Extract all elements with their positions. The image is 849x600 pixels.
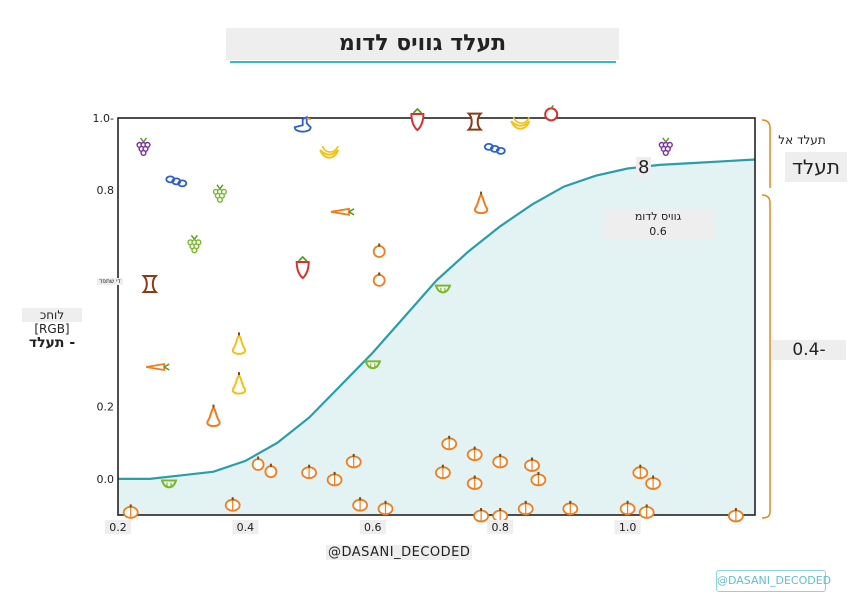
plot-frame: [117, 117, 756, 516]
x-tick-label: 0.2: [109, 521, 127, 534]
tick-labels-layer: 0.2 0.4 0.6 0.8 1.0 0.0 0.2 0.8 1.0-: [93, 112, 641, 534]
data-point-grapes: [187, 234, 202, 254]
data-point-pumpkin: [619, 500, 636, 516]
x-tick-label: 0.4: [237, 521, 255, 534]
title-underline: [230, 61, 616, 63]
y-tick-label: 0.0: [97, 473, 115, 486]
data-point-grape-cone: [658, 137, 673, 156]
tiny-label: די שתפד: [97, 278, 123, 285]
legend-bracket-top: [761, 119, 771, 188]
chart-title: תעלד גוויס לדומ: [226, 28, 619, 60]
data-point-banana: [319, 145, 340, 159]
data-point-apple-core: [141, 275, 159, 293]
data-point-orange: [372, 243, 386, 258]
data-point-chain: [483, 142, 506, 155]
data-point-pumpkin: [562, 500, 579, 516]
data-point-pumpkin: [301, 464, 318, 480]
data-point-pumpkin: [352, 497, 369, 512]
curve-label: גוויס לדומ 0.6: [603, 209, 713, 239]
legend-top-big: תעלד: [785, 152, 847, 182]
x-tick-bg: [105, 520, 131, 534]
data-point-pumpkin: [326, 471, 343, 487]
data-point-pumpkin: [638, 504, 655, 519]
data-point-pumpkin: [473, 508, 490, 523]
data-point-apple-core: [466, 112, 484, 131]
data-point-strawberry: [295, 255, 310, 280]
y-axis-label-line3: תעלד -: [28, 335, 76, 351]
curve-label-value: 0.6: [649, 225, 667, 238]
data-point-melon: [434, 284, 452, 294]
legend-bracket-bottom: [761, 194, 771, 519]
legend-bracket-layer: [761, 119, 771, 519]
y-tick-label: 0.8: [97, 184, 115, 197]
data-point-carrot: [330, 207, 355, 216]
data-point-pumpkin: [122, 504, 139, 519]
data-point-pear: [206, 404, 221, 428]
data-point-orange: [251, 456, 265, 471]
x-tick-label: 1.0: [619, 521, 637, 534]
curve-label-name: גוויס לדומ: [634, 210, 682, 223]
legend-bottom: 0.4-: [772, 340, 846, 360]
y-tick-label: 1.0-: [93, 112, 114, 125]
data-point-orange: [264, 463, 278, 479]
data-point-pumpkin: [466, 475, 483, 490]
data-point-pumpkin: [632, 464, 649, 480]
curve-fill: [118, 159, 755, 515]
data-point-pumpkin: [345, 453, 362, 469]
x-tick-label: 0.8: [491, 521, 509, 534]
x-tick-label: 0.6: [364, 521, 382, 534]
stray-text: 8: [636, 157, 652, 178]
data-point-strawberry: [410, 107, 425, 132]
data-point-pumpkin: [524, 457, 540, 472]
y-tick-label: 0.2: [97, 401, 115, 414]
data-point-melon: [364, 360, 382, 370]
data-point-grapes: [136, 137, 151, 156]
data-point-pumpkin: [530, 471, 547, 487]
legend-top-small: תעלד אל: [778, 133, 826, 147]
data-point-pear: [231, 372, 247, 395]
data-point-pumpkin: [466, 446, 483, 462]
data-point-melon: [160, 479, 178, 489]
data-point-grapes: [212, 184, 227, 203]
data-point-chain: [165, 175, 188, 188]
data-point-duck: [293, 115, 312, 133]
points-layer: [122, 104, 744, 523]
data-point-pumpkin: [492, 453, 509, 469]
data-point-pumpkin: [728, 508, 744, 523]
x-axis-label: @DASANI_DECODED: [326, 545, 473, 560]
data-point-carrot: [146, 362, 170, 372]
data-point-pumpkin: [377, 500, 394, 516]
data-point-banana: [510, 116, 531, 130]
data-point-pumpkin: [224, 497, 241, 512]
y-axis-label-line1: לוחכ: [22, 308, 82, 322]
y-axis-label: לוחכ [RGB] תעלד -: [22, 308, 82, 350]
data-point-pumpkin: [645, 475, 661, 490]
data-point-pumpkin: [434, 464, 451, 480]
x-tick-bg: [232, 520, 259, 534]
x-tick-bg: [614, 520, 641, 534]
data-point-pumpkin: [441, 435, 458, 451]
data-point-apple: [544, 104, 559, 122]
data-point-orange: [372, 272, 386, 287]
x-tick-bg: [359, 520, 386, 534]
data-point-pear: [231, 332, 247, 355]
data-point-pumpkin: [517, 500, 534, 516]
data-point-pear: [474, 191, 489, 215]
watermark: @DASANI_DECODED: [716, 570, 831, 592]
x-tick-bg: [487, 520, 514, 534]
y-axis-label-line2: [RGB]: [34, 322, 70, 336]
